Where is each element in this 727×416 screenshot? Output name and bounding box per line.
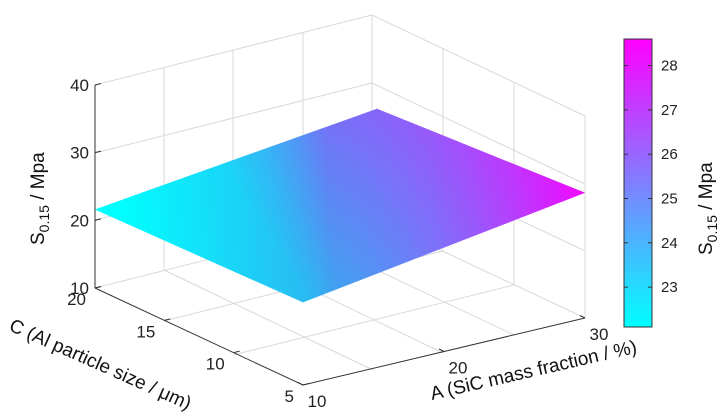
z-axis-label: S0.15 / Mpa (28, 152, 52, 245)
z-tick-label: 10 (70, 279, 89, 298)
colorbar-gradient (623, 38, 653, 328)
z-tick-label: 40 (70, 76, 89, 95)
colorbar-label: S0.15 / Mpa (696, 162, 720, 255)
y-tick-mark (302, 383, 310, 386)
z-tick-label: 20 (70, 211, 89, 230)
z-ticks: 10 20 30 40 (70, 76, 102, 298)
x-tick-mark (579, 315, 586, 319)
z-tick-label: 30 (70, 144, 89, 163)
x-tick-mark (297, 382, 304, 386)
colorbar-tick-label: 26 (661, 146, 678, 163)
colorbar-ticks: 23 24 25 26 27 28 (624, 58, 678, 296)
x-tick-label: 30 (590, 325, 609, 344)
y-tick-label: 5 (285, 387, 294, 406)
colorbar-tick-label: 28 (661, 58, 678, 75)
x-tick-mark (438, 348, 445, 352)
x-tick-label: 10 (308, 392, 327, 411)
colorbar-tick-label: 27 (661, 102, 678, 119)
y-tick-mark (164, 318, 171, 321)
x-ticks: 10 20 30 (297, 315, 609, 411)
z-tick-mark (94, 150, 102, 154)
colorbar-tick-label: 24 (661, 235, 678, 252)
y-tick-label: 15 (136, 322, 155, 341)
y-tick-label: 20 (67, 290, 86, 309)
y-axis-line (94, 287, 304, 386)
z-tick-mark (94, 218, 102, 221)
z-tick-mark (94, 83, 102, 86)
y-tick-mark (233, 350, 240, 354)
y-ticks: 5 10 15 20 (67, 286, 310, 406)
y-axis-label: C (Al particle size / μm) (6, 315, 194, 414)
colorbar-tick-label: 25 (661, 191, 678, 208)
y-tick-mark (94, 286, 102, 289)
y-tick-label: 10 (206, 355, 225, 374)
surface-patch (95, 108, 585, 303)
colorbar: 23 24 25 26 27 28 S0.15 / Mpa (623, 38, 720, 328)
x-tick-label: 20 (449, 359, 468, 378)
colorbar-tick-label: 23 (661, 279, 678, 296)
